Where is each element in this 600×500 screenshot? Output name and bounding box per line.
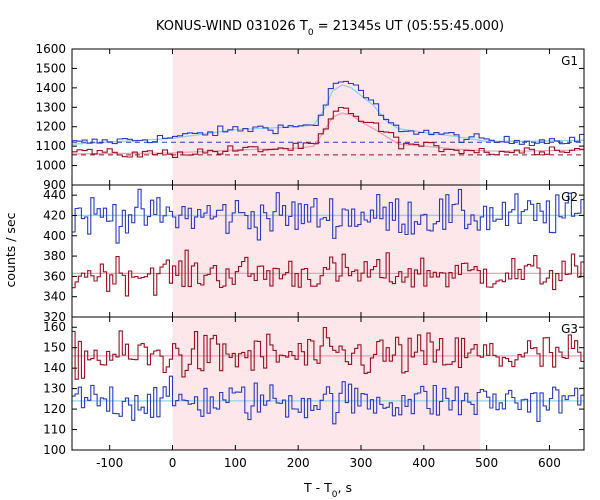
y-tick-label: 110 bbox=[43, 423, 66, 437]
x-axis-label: T - T0, s bbox=[303, 480, 352, 500]
series-blue bbox=[72, 375, 584, 425]
x-tick-label: 300 bbox=[350, 456, 373, 470]
y-axis-label: counts / sec bbox=[3, 212, 18, 287]
y-tick-label: 1000 bbox=[35, 159, 66, 173]
x-tick-label: 400 bbox=[412, 456, 435, 470]
panel-label: G3 bbox=[561, 322, 578, 336]
x-tick-label: 0 bbox=[169, 456, 177, 470]
y-tick-label: 420 bbox=[43, 208, 66, 222]
y-tick-label: 130 bbox=[43, 382, 66, 396]
y-tick-label: 340 bbox=[43, 290, 66, 304]
x-tick-label: 100 bbox=[224, 456, 247, 470]
highlight-interval bbox=[172, 185, 481, 317]
y-tick-label: 1400 bbox=[35, 81, 66, 95]
x-tick-label: 200 bbox=[287, 456, 310, 470]
panels-layer: 9001000110012001300140015001600G13203403… bbox=[35, 42, 585, 470]
panel-label: G2 bbox=[561, 190, 578, 204]
panel-frame bbox=[71, 316, 585, 451]
chart-title: KONUS-WIND 031026 T0 = 21345s UT (05:55:… bbox=[156, 19, 504, 38]
y-tick-label: 400 bbox=[43, 229, 66, 243]
y-tick-label: 1500 bbox=[35, 61, 66, 75]
y-tick-label: 900 bbox=[43, 178, 66, 192]
series-red bbox=[72, 106, 584, 158]
y-tick-label: 140 bbox=[43, 361, 66, 375]
panel-g3: 100 110 120 130 140 150 160 G3 bbox=[43, 316, 585, 457]
y-tick-label: 1600 bbox=[35, 42, 66, 56]
x-tick-label: 500 bbox=[475, 456, 498, 470]
y-tick-label: 1100 bbox=[35, 139, 66, 153]
y-tick-label: 380 bbox=[43, 249, 66, 263]
series-blue bbox=[72, 188, 584, 244]
panel-label: G1 bbox=[561, 54, 578, 68]
y-tick-label: 320 bbox=[43, 310, 66, 324]
y-tick-label: 160 bbox=[43, 320, 66, 334]
x-tick-label: 600 bbox=[538, 456, 561, 470]
series-red bbox=[72, 249, 584, 297]
x-tick-label: -100 bbox=[96, 456, 123, 470]
panel-g1: 900 1000 1100 1200 1300 1400 1500 1600 G1 bbox=[35, 42, 585, 192]
series-red bbox=[72, 326, 584, 380]
y-tick-label: 360 bbox=[43, 269, 66, 283]
y-tick-label: 440 bbox=[43, 188, 66, 202]
y-tick-label: 120 bbox=[43, 402, 66, 416]
highlight-interval bbox=[172, 49, 481, 185]
y-tick-label: 100 bbox=[43, 443, 66, 457]
y-tick-label: 1200 bbox=[35, 120, 66, 134]
y-tick-label: 1300 bbox=[35, 100, 66, 114]
panel-g2: 320 340 360 380 400 420 440 G2 bbox=[43, 184, 585, 324]
y-tick-label: 150 bbox=[43, 341, 66, 355]
highlight-interval bbox=[172, 317, 481, 450]
